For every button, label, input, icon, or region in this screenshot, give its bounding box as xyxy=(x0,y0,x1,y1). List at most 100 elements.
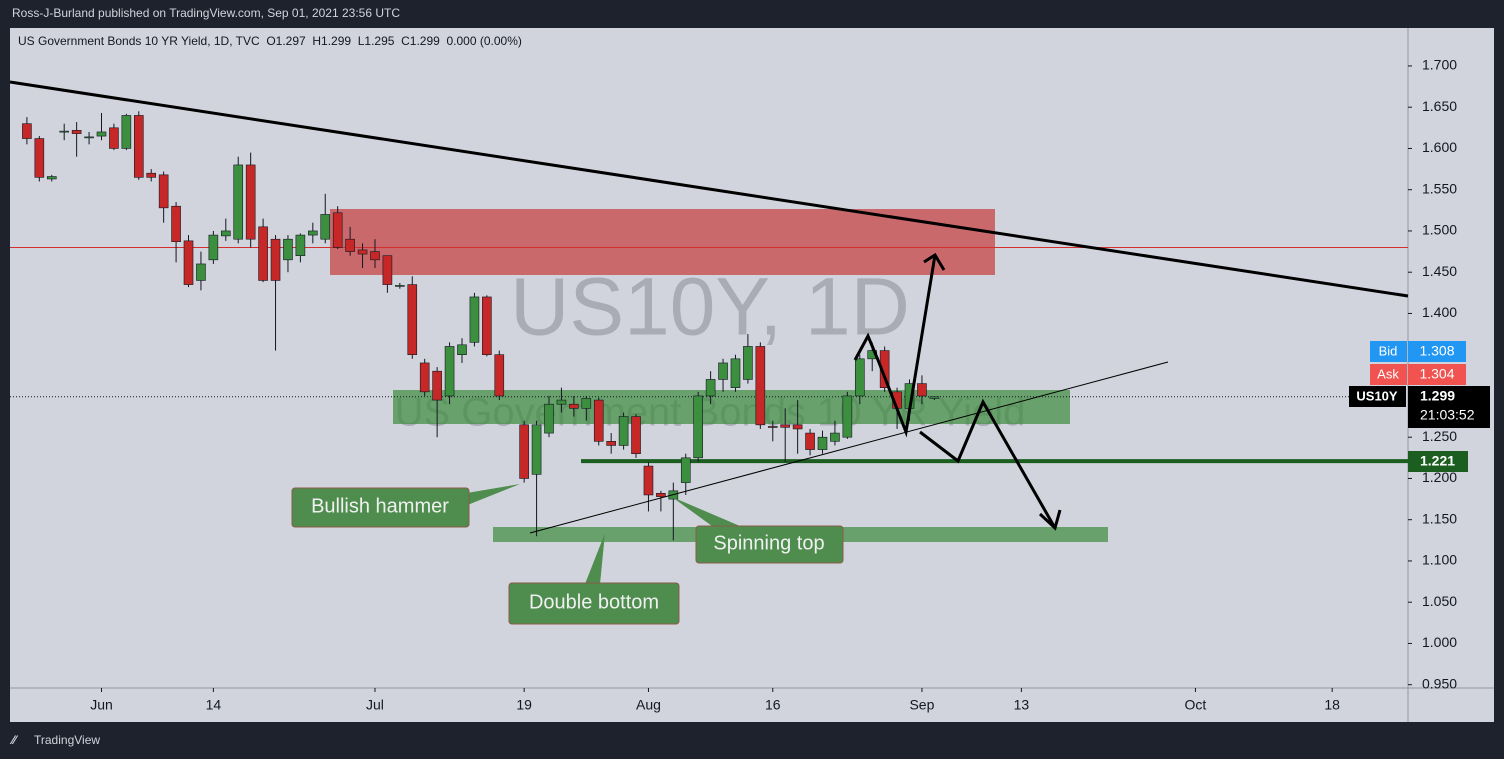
legend-text: US Government Bonds 10 YR Yield, 1D, TVC… xyxy=(18,34,522,48)
candle-body xyxy=(618,416,629,446)
candle-body xyxy=(842,395,853,438)
candle-body xyxy=(171,205,181,242)
y-tick-label: 0.950 xyxy=(1422,675,1457,691)
candle-body xyxy=(158,174,169,209)
candle-body xyxy=(469,296,480,343)
candle-body xyxy=(133,115,144,178)
candle-body xyxy=(531,424,542,475)
candle-body xyxy=(71,130,82,134)
y-tick-label: 1.000 xyxy=(1422,634,1457,650)
callout-pointer xyxy=(585,533,605,584)
bid-value: 1.308 xyxy=(1419,343,1454,359)
bid-tag xyxy=(1408,341,1466,362)
brand: TradingView xyxy=(34,733,100,747)
ask-tag xyxy=(1370,364,1407,385)
last-value: 1.299 xyxy=(1420,388,1455,404)
callout xyxy=(695,525,844,564)
last-tag xyxy=(1349,386,1406,407)
candle-body xyxy=(22,123,32,139)
x-tick-label: Sep xyxy=(909,697,934,713)
candle-body xyxy=(444,346,455,397)
candle-body xyxy=(730,358,741,389)
candle-body xyxy=(407,284,418,356)
candle-body xyxy=(792,424,803,430)
candle-body xyxy=(121,115,132,149)
bid-label: Bid xyxy=(1379,343,1398,358)
watermark: US10Y, 1D xyxy=(510,262,910,353)
x-tick-label: Jul xyxy=(366,697,384,713)
x-tick-label: Jun xyxy=(90,697,113,713)
x-tick-label: 14 xyxy=(206,697,222,713)
candle-body xyxy=(457,344,467,355)
candle-body xyxy=(345,238,355,252)
publisher: Ross-J-Burland published on TradingView.… xyxy=(12,6,400,20)
last-label: US10Y xyxy=(1356,388,1398,403)
callout xyxy=(508,582,680,625)
brand-logo: ⁄⁄ xyxy=(9,733,19,747)
y-tick-label: 1.700 xyxy=(1422,57,1457,73)
candle-body xyxy=(34,138,45,178)
candle-body xyxy=(693,395,703,459)
bull-path xyxy=(853,254,937,438)
candle-body xyxy=(295,234,306,256)
callout xyxy=(291,487,470,528)
candle-body xyxy=(332,212,343,248)
candle-body xyxy=(46,176,57,180)
candle-body xyxy=(270,238,281,281)
y-tick-label: 1.650 xyxy=(1422,98,1457,114)
candle-body xyxy=(755,346,766,426)
candle-body xyxy=(606,441,616,446)
candle-body xyxy=(320,214,331,240)
arrow-head xyxy=(923,252,946,271)
candle-body xyxy=(830,432,840,442)
callout-text: Double bottom xyxy=(529,591,659,613)
candle-body xyxy=(59,130,69,133)
y-tick-label: 1.100 xyxy=(1422,552,1457,568)
x-tick-label: 19 xyxy=(516,697,532,713)
candle-body xyxy=(767,426,778,428)
candle-body xyxy=(233,164,244,240)
last-tag xyxy=(1408,386,1490,428)
candle-body xyxy=(283,238,293,261)
candle-body xyxy=(96,131,107,137)
bear-path xyxy=(919,398,1057,529)
candle-body xyxy=(817,436,828,450)
candle-body xyxy=(581,398,592,409)
y-tick-label: 1.250 xyxy=(1422,428,1457,444)
candle-body xyxy=(569,403,579,409)
candle-body xyxy=(544,403,554,434)
callout-pointer xyxy=(455,484,520,510)
candle-body xyxy=(208,234,219,261)
candle-body xyxy=(656,492,666,497)
candle-body xyxy=(245,164,256,240)
candle-body xyxy=(917,383,927,397)
candle-body xyxy=(780,424,791,428)
callout-text: Bullish hammer xyxy=(311,495,449,517)
candle-body xyxy=(395,285,405,287)
y-tick-label: 1.450 xyxy=(1422,263,1457,279)
x-tick-label: 16 xyxy=(765,697,781,713)
x-tick-label: Aug xyxy=(636,697,661,713)
candle-body xyxy=(183,240,194,285)
y-tick-label: 1.150 xyxy=(1422,510,1457,526)
support-tag xyxy=(1408,451,1468,472)
y-tick-label: 1.550 xyxy=(1422,180,1457,196)
candle-body xyxy=(221,230,231,237)
callout-text: Spinning top xyxy=(713,532,824,554)
candle-body xyxy=(196,263,206,281)
ask-value: 1.304 xyxy=(1419,366,1454,382)
x-tick-label: 18 xyxy=(1324,697,1340,713)
rising-trend-line xyxy=(529,361,1169,534)
x-tick-label: Oct xyxy=(1185,697,1207,713)
candle-body xyxy=(494,354,505,397)
candle-body xyxy=(519,424,529,479)
candle-body xyxy=(419,362,430,393)
y-tick-label: 1.050 xyxy=(1422,593,1457,609)
candle-body xyxy=(432,370,442,401)
candle-body xyxy=(146,172,157,178)
support-value: 1.221 xyxy=(1420,453,1455,469)
candle-body xyxy=(357,249,368,255)
y-tick-label: 1.200 xyxy=(1422,469,1457,485)
